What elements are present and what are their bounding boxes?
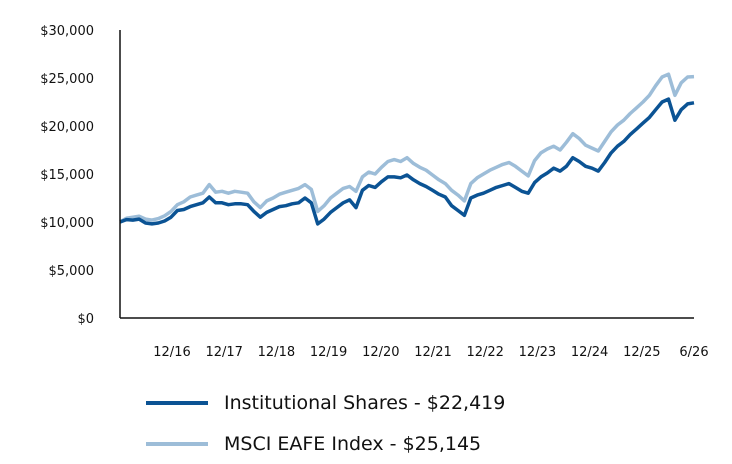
y-tick-label: $5,000: [49, 264, 95, 279]
series-line-msci-eafe-index: [119, 72, 695, 224]
series-line-institutional-shares: [119, 97, 695, 226]
x-tick-label: 12/21: [414, 345, 451, 360]
legend-label-institutional-shares: Institutional Shares - $22,419: [224, 391, 506, 414]
x-tick-label: 12/17: [205, 345, 242, 360]
y-tick-label: $20,000: [40, 120, 94, 135]
x-tick-label: 12/18: [258, 345, 295, 360]
y-tick-label: $30,000: [40, 24, 94, 39]
x-axis-ticks: 12/16 12/17 12/18 12/19 12/20 12/21 12/22 12/23…: [153, 345, 708, 360]
x-tick-label: 12/23: [519, 345, 556, 360]
x-tick-label: 12/22: [466, 345, 503, 360]
line-chart: $0 $5,000 $10,000 $15,000 $20,000 $25,000 $30,…: [40, 24, 708, 360]
legend-swatch-institutional-shares: [146, 400, 208, 405]
y-tick-label: $10,000: [40, 216, 94, 231]
legend-swatch-msci-eafe-index: [146, 441, 208, 446]
y-axis-ticks: $0 $5,000 $10,000 $15,000 $20,000 $25,000 $30,…: [40, 24, 94, 327]
x-tick-label: 12/20: [362, 345, 399, 360]
y-tick-label: $15,000: [40, 168, 94, 183]
y-tick-label: $0: [77, 312, 94, 327]
x-tick-label: 12/24: [571, 345, 608, 360]
legend-item-msci-eafe-index: MSCI EAFE Index - $25,145: [146, 423, 505, 464]
x-tick-label: 6/26: [679, 345, 708, 360]
legend: Institutional Shares - $22,419 MSCI EAFE…: [146, 382, 505, 464]
series-lines: [119, 72, 695, 226]
x-tick-label: 12/19: [310, 345, 347, 360]
legend-item-institutional-shares: Institutional Shares - $22,419: [146, 382, 505, 423]
x-tick-label: 12/16: [153, 345, 190, 360]
x-tick-label: 12/25: [623, 345, 660, 360]
y-tick-label: $25,000: [40, 72, 94, 87]
legend-label-msci-eafe-index: MSCI EAFE Index - $25,145: [224, 432, 482, 455]
